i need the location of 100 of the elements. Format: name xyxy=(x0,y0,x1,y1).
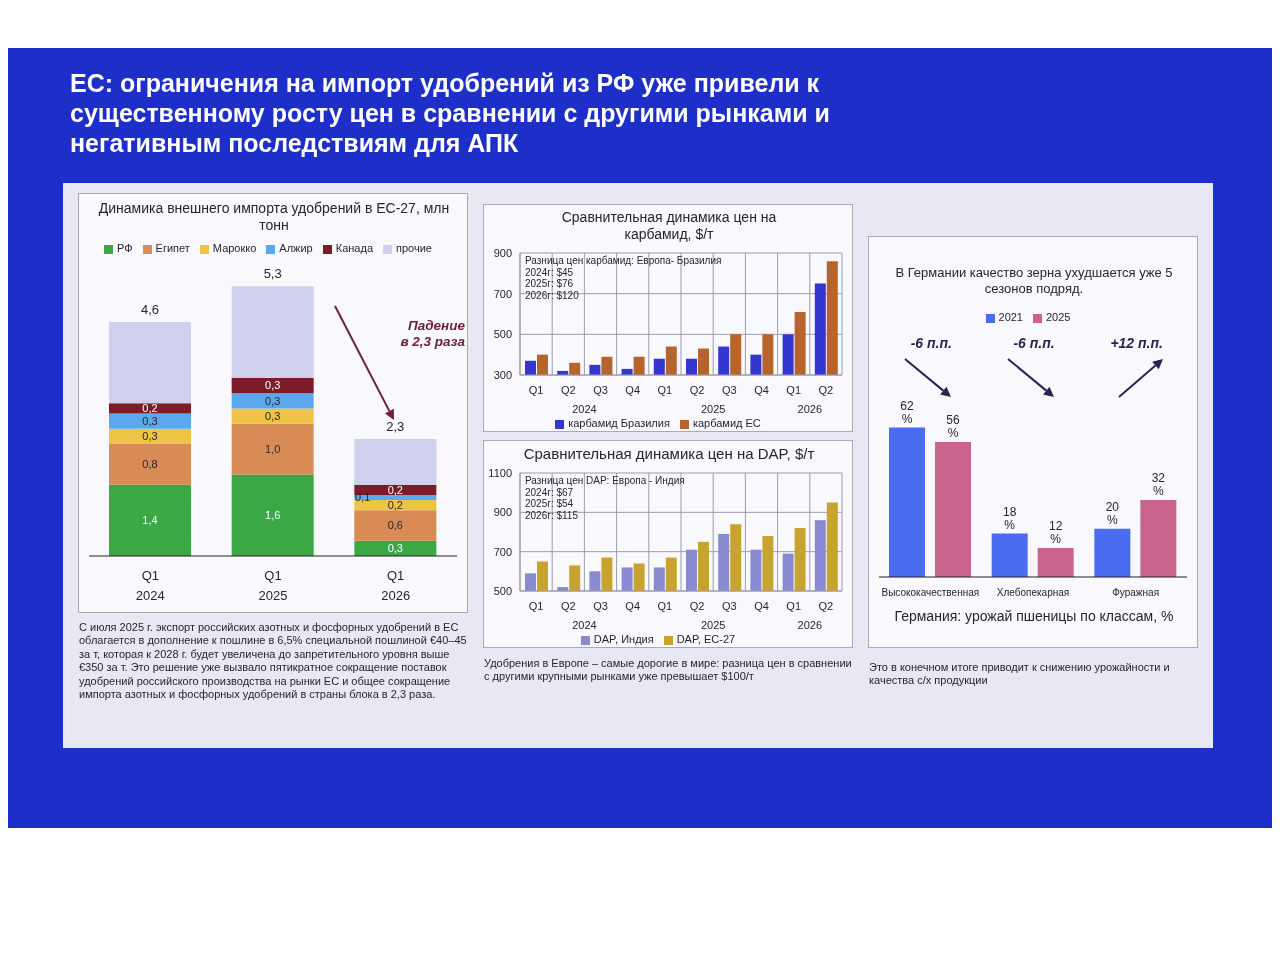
x-tick-label: Q1 2024 xyxy=(135,568,165,603)
data-label: 1,4 xyxy=(142,514,158,527)
x-tick-label: Q1 xyxy=(786,384,802,396)
text: ЕС: ограничения на импорт удобрений из РФ уже привели к существенному росту цен в сравнении с другими рынками и негативным последствиям для АПК xyxy=(70,69,830,157)
legend-label: Марокко xyxy=(212,242,257,254)
legend-label: 2021 xyxy=(998,311,1023,323)
text: 2025 xyxy=(700,619,726,631)
x-tick-label: Q2 xyxy=(560,600,576,612)
x-tick-label: Q3 xyxy=(721,600,737,612)
text: -6 п.п. xyxy=(1013,335,1055,351)
chart-title: Сравнительная динамика цен на карбамид, $/т xyxy=(560,209,778,243)
bar xyxy=(109,484,191,556)
data-label: 0,2 xyxy=(142,402,158,415)
y-tick-label: 900 xyxy=(493,246,512,259)
x-tick-label: Q4 xyxy=(625,384,641,396)
data-label: 62 % xyxy=(900,398,914,426)
legend-label: РФ xyxy=(117,242,133,254)
bar xyxy=(231,423,314,475)
x-tick-label: Q4 xyxy=(625,600,641,612)
text: Удобрения в Европе – самые дорогие в мире: разница цен в сравнении с другими крупными рынками уже превышает $100/т xyxy=(484,657,853,684)
x-tick-label: Высококачественная xyxy=(881,587,980,598)
total-label: 5,3 xyxy=(263,266,282,282)
text: С июля 2025 г. экспорт российских азотных и фосфорных удобрений в ЕС облагается в дополнение к пошлине в 6,5% специальной пошлиной €40–45 за т, которая к 2028 г. будет увеличена до запретительного уровня выше €350 за т. Это решение уже вызвало пятикратное сокращение поставок удобрений российского производства на рынки ЕС и общее сокращение импорта азотных и фосфорных удобрений в страны блока в 2,3 раза. xyxy=(79,621,468,702)
x-tick-label: Q2 xyxy=(818,600,834,612)
bar xyxy=(935,442,971,577)
text: +12 п.п. xyxy=(1110,335,1163,351)
data-label: 20 % xyxy=(1105,499,1120,527)
data-label: 0,8 xyxy=(142,458,158,471)
bar xyxy=(231,377,314,394)
chart-title: В Германии качество зерна ухудшается уже 5 сезонов подряд. xyxy=(894,265,1174,297)
y-tick-label: 500 xyxy=(493,328,512,341)
bar xyxy=(889,427,925,577)
bar xyxy=(109,444,191,485)
data-label: 0,3 xyxy=(387,542,403,555)
data-label: 0,2 xyxy=(387,483,403,496)
legend-label: прочие xyxy=(396,242,432,254)
x-tick-label: Q2 xyxy=(818,384,834,396)
legend-label: Алжир xyxy=(279,242,313,254)
data-label: 0,3 xyxy=(265,394,281,407)
x-tick-label: Q1 xyxy=(657,384,673,396)
x-tick-label: Q2 xyxy=(689,600,705,612)
x-tick-label: Q2 xyxy=(689,384,705,396)
text: 2024 xyxy=(572,403,597,415)
legend-label: 2025 xyxy=(1046,311,1071,323)
bar xyxy=(1094,528,1131,577)
legend-label: карбамид Бразилия xyxy=(568,417,670,429)
bar xyxy=(354,438,437,485)
total-label: 4,6 xyxy=(140,301,160,317)
bar xyxy=(231,474,314,556)
legend-label: Египет xyxy=(155,242,190,254)
bar xyxy=(1140,499,1177,577)
bar xyxy=(354,510,437,541)
data-label: 1,6 xyxy=(265,509,281,522)
x-tick-label: Q3 xyxy=(721,384,737,396)
text: 2024 xyxy=(572,619,597,631)
x-tick-label: Q1 xyxy=(657,600,673,612)
chart-title: Динамика внешнего импорта удобрений в ЕС-27, млн тонн xyxy=(97,200,451,234)
bar xyxy=(231,408,314,424)
chart-title: Сравнительная динамика цен на DAP, $/т xyxy=(522,445,816,463)
data-label: 18 % xyxy=(1002,504,1017,532)
x-tick-label: Q3 xyxy=(593,600,608,612)
x-tick-label: Q1 2025 xyxy=(258,568,288,603)
x-tick-label: Q1 xyxy=(528,384,544,396)
legend-label: карбамид ЕС xyxy=(692,417,761,429)
data-label: 0,3 xyxy=(265,409,281,422)
y-tick-label: 900 xyxy=(493,506,512,519)
x-tick-label: Q4 xyxy=(754,384,769,396)
data-label: 0,3 xyxy=(265,379,281,392)
y-tick-label: 700 xyxy=(493,287,512,300)
bar xyxy=(109,403,191,414)
data-label: 0,3 xyxy=(142,415,158,428)
x-tick-label: Хлебопекарная xyxy=(996,587,1070,598)
x-tick-label: Q1 xyxy=(786,600,802,612)
text: 2025 xyxy=(700,403,726,415)
bar xyxy=(109,428,191,445)
data-label: 1,0 xyxy=(265,443,281,456)
text: Это в конечном итоге приводит к снижению урожайности и качества с/х продукции xyxy=(869,661,1171,688)
x-axis-title: Германия: урожай пшеницы по классам, % xyxy=(893,608,1175,624)
annotation: Разница цен DAP: Европа - Индия 2024г: $67 2025г: $54 2026г: $115 xyxy=(525,475,685,521)
data-label: 0,6 xyxy=(387,519,403,532)
data-label: 12 % xyxy=(1048,519,1063,547)
text: -6 п.п. xyxy=(910,335,952,351)
data-label: 32 % xyxy=(1151,470,1166,498)
x-tick-label: Фуражная xyxy=(1112,587,1160,598)
data-label: 0,3 xyxy=(142,430,158,443)
bar xyxy=(991,533,1028,577)
data-label: 0,2 xyxy=(387,498,403,511)
bar xyxy=(231,286,314,378)
x-tick-label: Q1 2026 xyxy=(381,568,411,603)
annotation: Падение в 2,3 раза xyxy=(399,318,465,351)
text: 2026 xyxy=(797,619,823,631)
x-tick-label: Q2 xyxy=(560,384,576,396)
total-label: 2,3 xyxy=(386,418,405,434)
bar xyxy=(109,321,191,404)
x-tick-label: Q4 xyxy=(754,600,769,612)
y-tick-label: 1100 xyxy=(488,466,512,479)
legend-label: Канада xyxy=(335,242,374,254)
y-tick-label: 300 xyxy=(493,368,512,381)
bar xyxy=(231,393,314,409)
bar xyxy=(109,413,191,429)
